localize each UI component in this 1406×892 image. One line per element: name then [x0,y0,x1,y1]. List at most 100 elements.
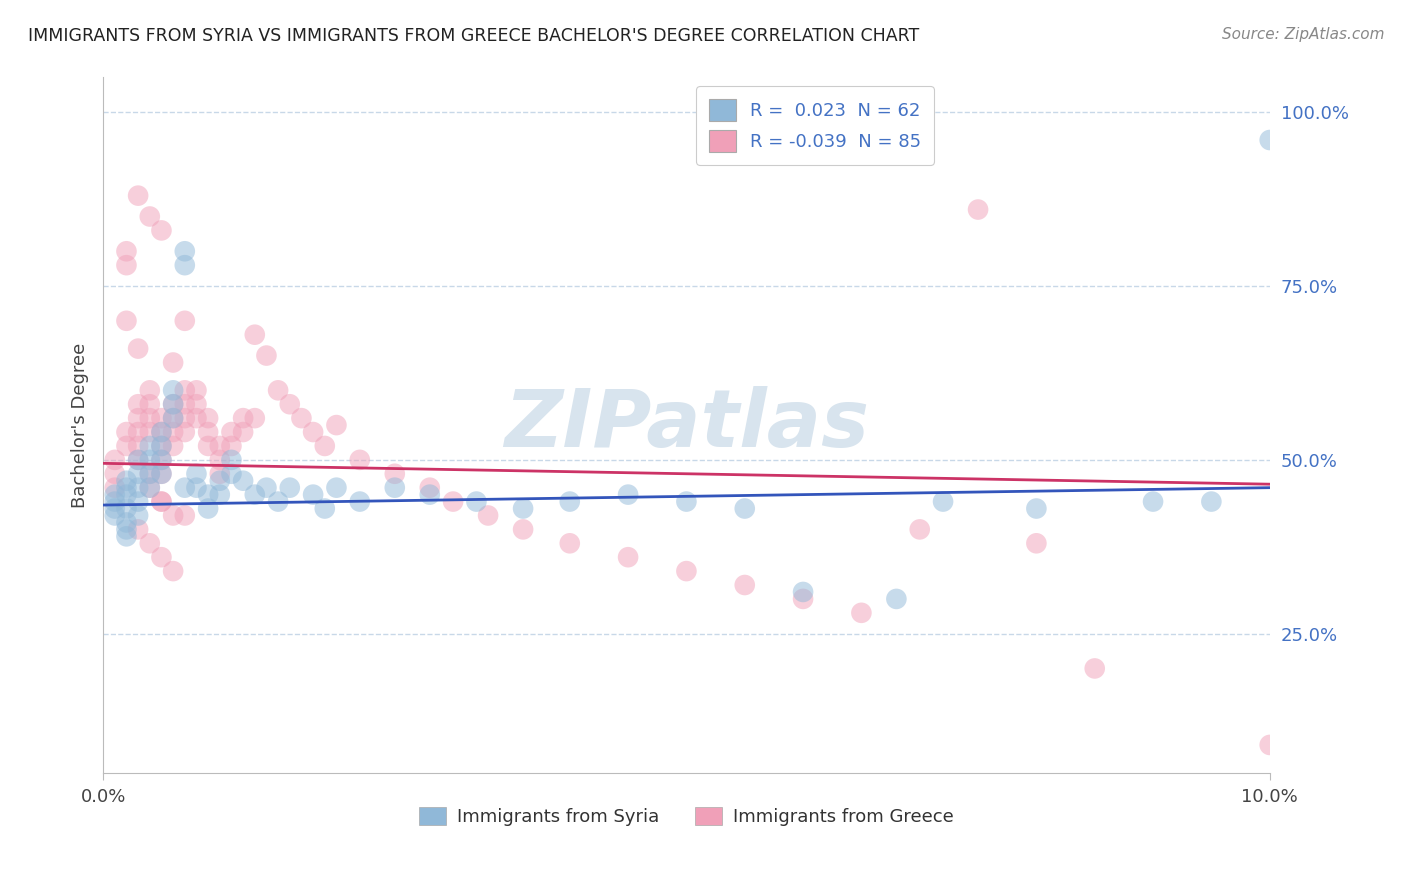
Point [221,467,243,481]
Point [104,488,127,502]
Point [150,411,173,425]
Point [150,550,173,565]
Point [792,585,814,599]
Point [384,467,406,481]
Point [150,439,173,453]
Point [127,425,149,439]
Point [150,223,173,237]
Point [208,488,231,502]
Point [150,453,173,467]
Point [150,425,173,439]
Point [617,550,640,565]
Point [115,425,138,439]
Point [139,453,162,467]
Point [127,508,149,523]
Point [558,536,581,550]
Point [150,467,173,481]
Point [150,453,173,467]
Point [115,501,138,516]
Point [186,397,208,411]
Point [419,481,441,495]
Point [243,411,266,425]
Point [186,411,208,425]
Point [908,522,931,536]
Point [441,494,464,508]
Point [267,494,290,508]
Point [221,425,243,439]
Point [173,258,195,272]
Point [197,501,219,516]
Point [675,494,697,508]
Point [127,439,149,453]
Point [325,418,347,433]
Point [186,481,208,495]
Point [104,508,127,523]
Point [314,501,336,516]
Point [127,467,149,481]
Point [232,425,254,439]
Point [243,327,266,342]
Point [127,342,149,356]
Point [349,453,371,467]
Point [256,349,278,363]
Point [290,411,312,425]
Point [139,481,162,495]
Point [115,522,138,536]
Point [197,425,219,439]
Point [1025,536,1047,550]
Point [127,188,149,202]
Point [1258,133,1281,147]
Point [139,210,162,224]
Point [1142,494,1164,508]
Point [465,494,488,508]
Y-axis label: Bachelor's Degree: Bachelor's Degree [72,343,89,508]
Legend: Immigrants from Syria, Immigrants from Greece: Immigrants from Syria, Immigrants from G… [412,799,962,833]
Point [232,411,254,425]
Point [512,522,534,536]
Point [115,474,138,488]
Point [349,494,371,508]
Point [139,467,162,481]
Point [115,488,138,502]
Point [127,481,149,495]
Point [162,411,184,425]
Point [127,397,149,411]
Point [139,439,162,453]
Point [115,314,138,328]
Point [197,488,219,502]
Point [886,591,908,606]
Text: Source: ZipAtlas.com: Source: ZipAtlas.com [1222,27,1385,42]
Point [208,467,231,481]
Point [384,481,406,495]
Point [173,314,195,328]
Point [221,453,243,467]
Point [162,508,184,523]
Point [243,488,266,502]
Point [173,508,195,523]
Point [139,481,162,495]
Point [186,467,208,481]
Point [419,488,441,502]
Point [115,516,138,530]
Point [127,522,149,536]
Point [104,481,127,495]
Text: ZIPatlas: ZIPatlas [503,386,869,464]
Point [104,453,127,467]
Point [150,425,173,439]
Point [232,474,254,488]
Point [173,397,195,411]
Point [127,453,149,467]
Point [162,397,184,411]
Point [127,453,149,467]
Point [162,384,184,398]
Point [197,411,219,425]
Point [302,488,325,502]
Point [173,384,195,398]
Point [1025,501,1047,516]
Point [104,501,127,516]
Point [675,564,697,578]
Point [256,481,278,495]
Point [104,467,127,481]
Point [325,481,347,495]
Point [150,467,173,481]
